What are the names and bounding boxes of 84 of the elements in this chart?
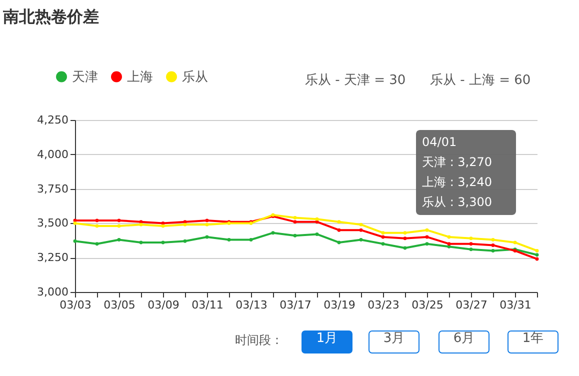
annotation: 04/01 — [422, 135, 457, 149]
point — [403, 236, 407, 240]
point — [117, 238, 121, 242]
point — [403, 246, 407, 250]
y-tick-label: 3,500 — [37, 216, 68, 230]
annotation: 天津 : 3,270 — [422, 155, 492, 169]
text: 3月 — [383, 331, 405, 346]
point — [117, 224, 121, 228]
x-tick-label: 03/05 — [104, 298, 136, 312]
legend-label: 乐从 — [182, 70, 208, 85]
point — [381, 242, 385, 246]
point — [447, 242, 451, 246]
point — [535, 253, 539, 257]
y-tick-label: 3,750 — [37, 182, 68, 196]
point — [249, 238, 253, 242]
point — [315, 232, 319, 236]
point — [381, 235, 385, 239]
y-tick-label: 4,250 — [37, 114, 68, 126]
legend-label: 天津 — [72, 70, 98, 85]
point — [95, 242, 99, 246]
point — [95, 218, 99, 222]
point — [425, 242, 429, 246]
point — [491, 238, 495, 242]
point — [293, 234, 297, 238]
y-tick-label: 3,000 — [37, 286, 68, 298]
point — [227, 238, 231, 242]
point — [469, 236, 473, 240]
annotation: 乐从 : 3,300 — [422, 195, 492, 209]
x-tick-label: 03/19 — [324, 298, 356, 312]
point — [205, 218, 209, 222]
x-tick-label: 03/17 — [280, 298, 312, 312]
x-tick-label: 03/23 — [368, 298, 400, 312]
point — [535, 248, 539, 252]
point — [293, 220, 297, 224]
point — [205, 222, 209, 226]
point — [425, 228, 429, 232]
y-tick-label: 4,000 — [37, 148, 68, 161]
point — [95, 224, 99, 228]
point — [359, 222, 363, 226]
x-tick-label: 03/09 — [148, 298, 180, 312]
point — [491, 248, 495, 252]
text: 1月 — [316, 331, 338, 346]
point — [205, 235, 209, 239]
point — [271, 231, 275, 235]
point — [513, 240, 517, 244]
point — [161, 224, 165, 228]
point — [293, 216, 297, 220]
text: 时间段： — [235, 333, 283, 347]
chart-title: 南北热卷价差 — [2, 7, 99, 26]
point — [139, 240, 143, 244]
point — [315, 217, 319, 221]
point — [73, 239, 77, 243]
point — [73, 221, 77, 225]
point — [491, 243, 495, 247]
point — [381, 231, 385, 235]
point — [139, 222, 143, 226]
point — [359, 238, 363, 242]
legend-label: 上海 — [127, 70, 153, 85]
text: 1年 — [522, 331, 544, 346]
point — [359, 228, 363, 232]
annotation: 上海 : 3,240 — [422, 175, 492, 189]
x-tick-label: 03/03 — [60, 298, 92, 312]
x-tick-label: 03/13 — [236, 298, 268, 312]
text: 乐从 - 上海 = 60 — [430, 73, 531, 88]
point — [469, 242, 473, 246]
point — [161, 240, 165, 244]
text: 6月 — [453, 331, 475, 346]
text: 乐从 - 天津 = 30 — [305, 73, 406, 88]
point — [337, 220, 341, 224]
point — [337, 240, 341, 244]
point — [535, 257, 539, 261]
x-tick-label: 03/11 — [192, 298, 224, 312]
point — [403, 231, 407, 235]
point — [337, 228, 341, 232]
x-tick-label: 03/27 — [456, 298, 488, 312]
point — [425, 235, 429, 239]
x-tick-label: 03/31 — [500, 298, 532, 312]
point — [183, 222, 187, 226]
point — [447, 235, 451, 239]
y-tick-label: 3,250 — [37, 251, 68, 264]
x-tick-label: 03/25 — [412, 298, 444, 312]
point — [183, 239, 187, 243]
point — [469, 248, 473, 252]
point — [117, 218, 121, 222]
